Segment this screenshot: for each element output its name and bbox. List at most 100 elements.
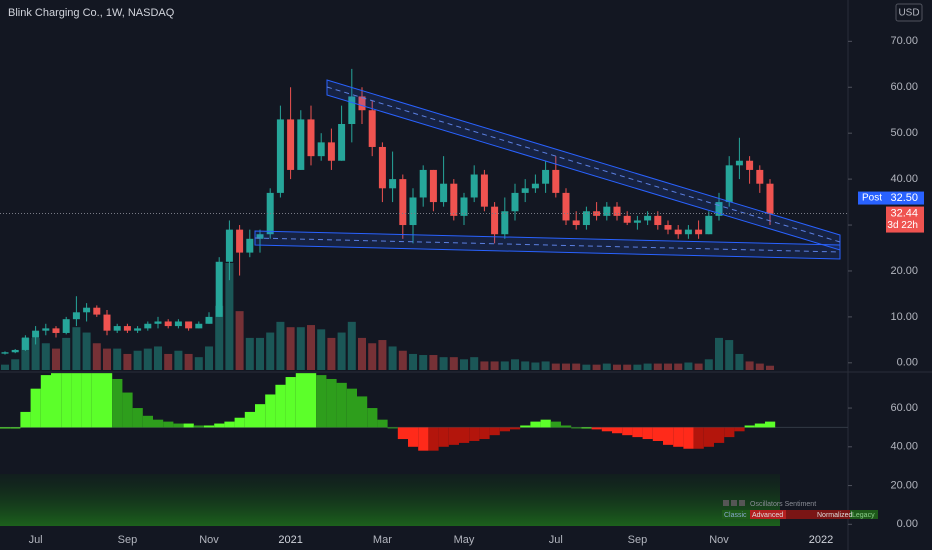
volume-bar [245,337,254,370]
candle-body [460,197,468,216]
oscillator-bar [244,411,255,428]
volume-bar [480,361,489,370]
volume-bar [296,327,305,370]
candle-body [593,211,601,216]
candle-body [185,321,193,329]
volume-bar [398,350,407,370]
volume-bar [531,362,540,370]
legend-box[interactable] [786,510,850,519]
candle-body [470,174,478,198]
y-tick-label: 40.00 [890,441,918,453]
candle-body [164,321,172,327]
y-tick-label: 70.00 [890,35,918,47]
volume-bar [154,346,162,370]
volume-bar [327,337,336,370]
oscillator-bar [459,427,470,443]
volume-bar [684,362,693,370]
oscillator-bar [51,373,62,428]
candle-body [11,349,19,353]
x-tick-label: Jul [549,534,563,546]
candle-body [725,165,733,203]
oscillator-bar [214,423,225,428]
volume-bar [419,355,428,370]
volume-bar [582,364,591,370]
candle-body [174,321,182,327]
oscillator-bar [438,427,449,447]
legend-box[interactable] [722,510,750,519]
volume-bar [490,361,499,370]
oscillator-name: Oscillators Sentiment [750,501,816,508]
candle-body [368,110,376,147]
oscillator-bar [357,396,368,428]
candle-body [746,160,754,170]
oscillator-bar [744,425,755,428]
volume-bar [653,363,662,370]
volume-bar [347,321,356,370]
volume-bar [633,364,642,370]
candle-body [542,169,550,184]
candle-body [531,183,539,189]
candle-body [93,307,101,315]
volume-bar [674,363,683,370]
oscillator-bar [71,373,82,428]
volume-bar [194,357,203,370]
oscillator-bar [561,425,572,428]
oscillator-bar [428,427,439,451]
x-tick-label: Nov [199,534,219,546]
candle-body [419,169,427,198]
candle-body [491,206,499,235]
candle-body [215,261,223,317]
y-tick-label: 20.00 [890,479,918,491]
volume-bar [52,348,60,370]
volume-bar [664,363,672,370]
post-label: Post [862,193,882,204]
volume-bar [62,337,71,370]
volume-bar [1,364,9,370]
oscillator-bar [693,427,704,449]
candle-body [735,160,743,166]
candle-body [205,316,213,324]
volume-bar [337,332,346,370]
candle-body [276,119,284,193]
candle-body [123,326,131,331]
legend-label: Advanced [752,512,783,519]
currency-box[interactable] [895,3,923,22]
legend-box[interactable] [750,510,786,519]
oscillator-bar [255,404,266,428]
oscillator-bar [0,427,11,429]
oscillator-bar [234,417,245,428]
legend-box[interactable] [850,510,878,519]
x-tick-label: Sep [628,534,648,546]
oscillator-bar [20,411,31,428]
legend-icon [731,500,737,506]
oscillator-bar [734,427,745,432]
falling-wedge [254,79,841,260]
candle-body [644,215,652,221]
oscillator-bar [285,377,296,428]
oscillator-bar [612,427,623,434]
volume-bar [623,364,632,370]
candle-body [399,179,407,226]
volume-bar [368,343,377,370]
candle-body [389,179,397,189]
volume-bar [521,361,530,370]
candle-body [134,328,142,331]
volume-bar [500,361,509,370]
volume-bar [439,357,448,370]
oscillator-bar [275,384,286,428]
candle-body [21,337,29,350]
candle-body [623,215,631,223]
x-tick-label: Mar [373,534,392,546]
oscillator-bar [367,408,378,428]
oscillator-bar [601,427,612,432]
candle-body [358,96,366,111]
candle-body [256,234,264,239]
oscillator-bar [530,421,541,428]
legend-label: Normalized [817,512,853,519]
candle-body [480,174,488,207]
oscillator-bar [469,427,480,441]
x-tick-label: Jul [29,534,43,546]
oscillator-bar [499,427,510,432]
